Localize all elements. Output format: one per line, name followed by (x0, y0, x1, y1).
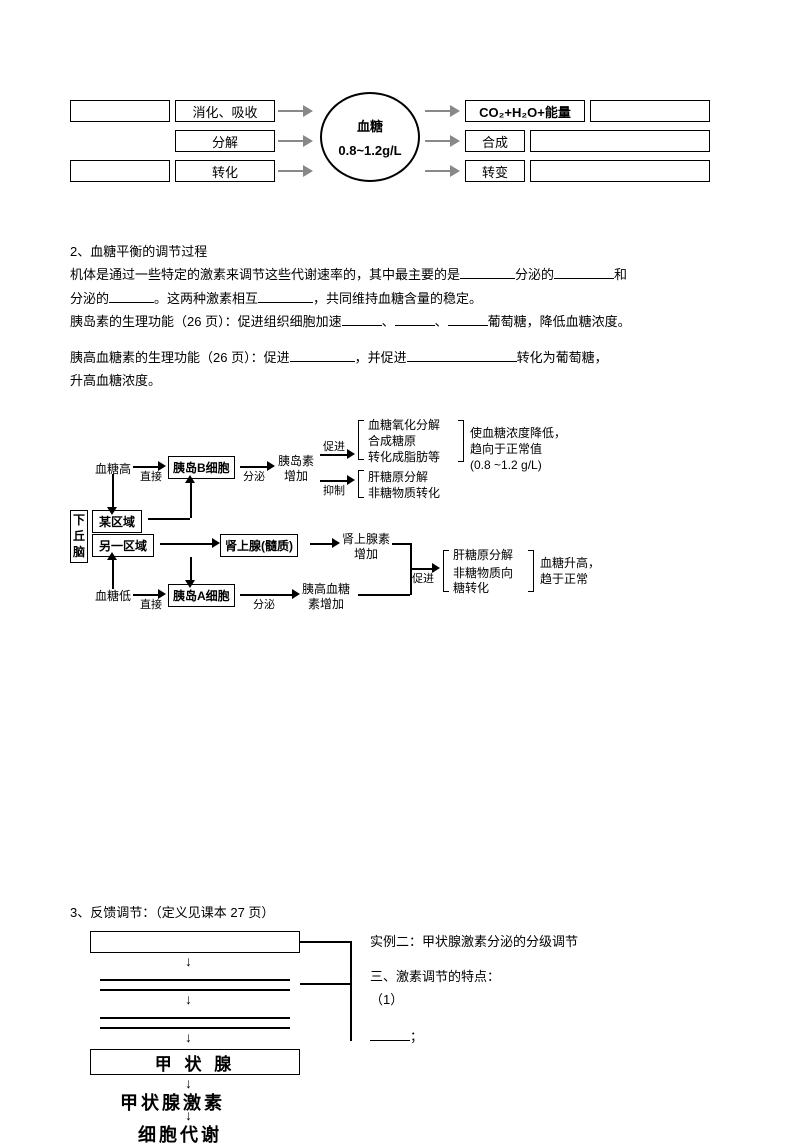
right4: ； (370, 1026, 423, 1045)
result-low: 使血糖浓度降低， 趋向于正常值 (0.8 ~1.2 g/L) (470, 426, 566, 473)
output-box-1 (590, 100, 710, 122)
arrow-down-icon: ↓ (185, 953, 192, 969)
adrenal-box: 肾上腺(髓质) (220, 534, 298, 557)
right3: （1） (370, 989, 403, 1008)
hormone-text: 甲状腺激素 (120, 1089, 225, 1115)
s2-line4: 胰高血糖素的生理功能（26 页）：促进，并促进转化为葡萄糖， (70, 346, 730, 369)
output-box-3 (530, 160, 710, 182)
nonsugar2: 非糖物质向 糖转化 (453, 566, 513, 595)
arrow-icon (425, 166, 460, 176)
acell-box: 胰岛A细胞 (168, 584, 235, 607)
feedback-diagram: ↓ ↓ ↓ 甲 状 腺 ↓ 甲状腺激素 ↓ 细胞代谢 实例二：甲状腺激素分泌的分… (70, 931, 730, 1131)
right1: 实例二：甲状腺激素分泌的分级调节 (370, 931, 578, 950)
bcell-box: 胰岛B细胞 (168, 456, 235, 479)
output-box-2 (530, 130, 710, 152)
label-synth: 合成 (465, 130, 525, 152)
blood-low: 血糖低 (95, 587, 131, 604)
syngly: 合成糖原 (368, 432, 416, 449)
arrow-icon (278, 136, 313, 146)
direct-1: 直接 (140, 468, 162, 484)
s2-line5: 升高血糖浓度。 (70, 369, 730, 392)
result-high: 血糖升高， 趋于正常 (540, 556, 600, 587)
inhibit-label: 抑制 (323, 482, 345, 498)
oxid: 血糖氧化分解 (368, 416, 440, 433)
label-transform: 转化 (175, 160, 275, 182)
region2: 另一区域 (92, 534, 154, 557)
right2: 三、激素调节的特点： (370, 966, 500, 985)
metab-text: 细胞代谢 (138, 1121, 222, 1147)
oval-value: 0.8~1.2g/L (338, 143, 401, 158)
label-convert: 转变 (465, 160, 525, 182)
insulin-up: 胰岛素 增加 (278, 454, 314, 483)
arrow-icon (425, 136, 460, 146)
arrow-icon (425, 106, 460, 116)
blood-sugar-oval: 血糖 0.8~1.2g/L (320, 92, 420, 182)
arrow-icon (278, 166, 313, 176)
secrete-2: 分泌 (253, 596, 275, 612)
label-digest: 消化、吸收 (175, 100, 275, 122)
s2-line2: 分泌的。这两种激素相互，共同维持血糖含量的稳定。 (70, 287, 730, 310)
secrete-1: 分泌 (243, 468, 265, 484)
promote-2: 促进 (412, 570, 434, 586)
adren-up: 肾上腺素 增加 (342, 532, 390, 561)
region1: 某区域 (92, 510, 142, 533)
nonsugar1: 非糖物质转化 (368, 484, 440, 501)
glucagon-up: 胰高血糖 素增加 (302, 582, 350, 611)
blood-sugar-diagram: 消化、吸收 分解 转化 血糖 0.8~1.2g/L CO₂+H₂O+能量 合成 … (70, 100, 730, 220)
hypothalamus: 下 丘 脑 (70, 510, 88, 563)
section2-text: 2、血糖平衡的调节过程 机体是通过一些特定的激素来调节这些代谢速率的，其中最主要… (70, 240, 730, 392)
tofat: 转化成脂肪等 (368, 448, 440, 465)
section3: 3、反馈调节：（定义见课本 27 页） ↓ ↓ ↓ 甲 状 腺 ↓ 甲状腺激素 … (70, 902, 730, 1131)
regulation-flowchart: 血糖高 直接 胰岛B细胞 分泌 胰岛素 增加 促进 抑制 血糖氧化分解 合成糖原… (70, 412, 730, 672)
label-decompose: 分解 (175, 130, 275, 152)
s2-line3: 胰岛素的生理功能（26 页）：促进组织细胞加速、、葡萄糖，降低血糖浓度。 (70, 310, 730, 333)
s3-title: 3、反馈调节：（定义见课本 27 页） (70, 902, 730, 921)
arrow-down-icon: ↓ (185, 1029, 192, 1045)
oval-title: 血糖 (357, 116, 383, 135)
arrow-down-icon: ↓ (185, 991, 192, 1007)
liver1: 肝糖原分解 (368, 468, 428, 485)
liver2: 肝糖原分解 (453, 546, 513, 563)
direct-2: 直接 (140, 596, 162, 612)
s2-line1: 机体是通过一些特定的激素来调节这些代谢速率的，其中最主要的是分泌的和 (70, 263, 730, 286)
output-co2: CO₂+H₂O+能量 (465, 100, 585, 122)
thyroid-box: 甲 状 腺 (90, 1049, 300, 1075)
d3-box-1 (90, 931, 300, 953)
s2-title: 2、血糖平衡的调节过程 (70, 240, 730, 263)
input-box-3 (70, 160, 170, 182)
arrow-icon (278, 106, 313, 116)
promote-label: 促进 (323, 438, 345, 454)
input-box-2 (70, 100, 170, 122)
